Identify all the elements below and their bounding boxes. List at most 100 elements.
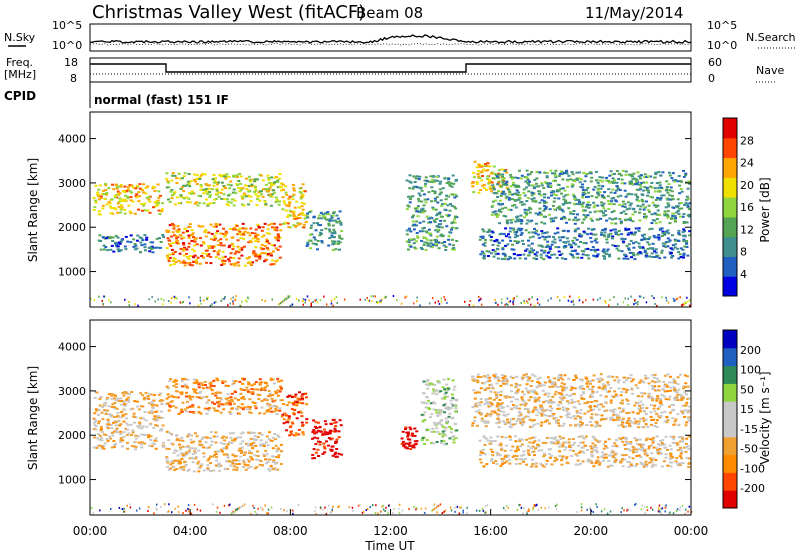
data-cell	[297, 411, 301, 414]
data-cell	[376, 302, 379, 305]
data-cell	[586, 385, 590, 388]
data-cell	[636, 171, 640, 174]
data-cell	[513, 231, 517, 234]
data-cell	[526, 390, 530, 392]
data-cell	[636, 253, 640, 256]
data-cell	[569, 178, 573, 181]
data-cell	[240, 446, 244, 449]
data-cell	[178, 446, 182, 449]
data-cell	[409, 195, 413, 198]
data-cell	[653, 297, 655, 300]
data-cell	[137, 191, 141, 194]
data-cell	[538, 376, 542, 379]
data-cell	[232, 174, 236, 177]
data-cell	[263, 260, 267, 263]
data-cell	[627, 424, 631, 427]
data-cell	[276, 239, 280, 242]
data-cell	[488, 229, 492, 232]
data-cell	[642, 236, 646, 239]
data-cell	[586, 400, 590, 403]
data-cell	[407, 195, 411, 198]
data-cell	[621, 205, 625, 208]
data-cell	[155, 404, 159, 407]
data-cell	[647, 210, 651, 213]
data-cell	[105, 398, 109, 401]
data-cell	[564, 258, 568, 260]
data-cell	[226, 198, 230, 201]
data-cell	[274, 455, 278, 458]
data-cell	[546, 196, 550, 199]
cpid-label: CPID	[4, 89, 36, 103]
data-cell	[299, 401, 303, 404]
colorbar-swatch	[723, 177, 737, 198]
data-cell	[415, 210, 419, 213]
data-cell	[147, 246, 151, 249]
data-cell	[678, 207, 682, 210]
data-cell	[515, 405, 519, 408]
data-cell	[225, 445, 229, 448]
data-cell	[252, 431, 256, 434]
data-cell	[316, 301, 319, 304]
data-cell	[247, 190, 251, 193]
data-cell	[673, 420, 677, 423]
data-cell	[601, 176, 605, 179]
data-cell	[97, 422, 100, 425]
data-cell	[214, 225, 218, 228]
data-cell	[515, 407, 519, 410]
data-cell	[644, 217, 648, 220]
data-cell	[639, 174, 643, 177]
data-cell	[217, 181, 221, 184]
data-cell	[435, 225, 439, 228]
data-cell	[603, 231, 607, 234]
data-cell	[492, 188, 496, 191]
data-cell	[274, 196, 278, 199]
data-cell	[302, 303, 304, 306]
data-cell	[225, 453, 229, 456]
data-cell	[102, 189, 105, 192]
data-cell	[222, 175, 226, 178]
data-cell	[230, 439, 234, 442]
data-cell	[248, 398, 252, 401]
colorbar-swatch	[723, 216, 737, 238]
data-cell	[590, 219, 594, 222]
data-cell	[653, 404, 657, 407]
data-cell	[111, 431, 115, 434]
data-cell	[318, 425, 322, 428]
data-cell	[565, 172, 569, 175]
data-cell	[417, 186, 421, 189]
data-cell	[526, 300, 528, 303]
data-cell	[121, 392, 125, 395]
data-cell	[490, 402, 494, 405]
data-cell	[676, 205, 680, 208]
data-cell	[610, 200, 614, 203]
data-cell	[635, 302, 637, 305]
data-cell	[596, 253, 600, 256]
data-cell	[188, 185, 192, 188]
data-cell	[509, 208, 513, 211]
data-cell	[490, 205, 494, 208]
data-cell	[253, 388, 257, 391]
data-cell	[647, 175, 650, 178]
data-cell	[263, 386, 267, 389]
data-cell	[588, 382, 592, 385]
data-cell	[610, 197, 614, 200]
data-cell	[567, 218, 571, 221]
data-cell	[425, 179, 429, 182]
data-cell	[570, 401, 574, 404]
data-cell	[239, 187, 243, 190]
data-cell	[477, 163, 481, 166]
data-cell	[384, 296, 386, 299]
data-cell	[272, 183, 276, 186]
data-cell	[660, 235, 664, 237]
data-cell	[532, 197, 536, 200]
data-cell	[140, 427, 144, 430]
data-cell	[315, 298, 317, 301]
data-cell	[95, 391, 99, 394]
data-cell	[265, 410, 269, 413]
data-cell	[527, 239, 530, 242]
data-cell	[414, 177, 418, 180]
data-cell	[288, 434, 292, 437]
data-cell	[611, 173, 615, 176]
data-cell	[197, 224, 201, 227]
data-cell	[104, 189, 108, 192]
